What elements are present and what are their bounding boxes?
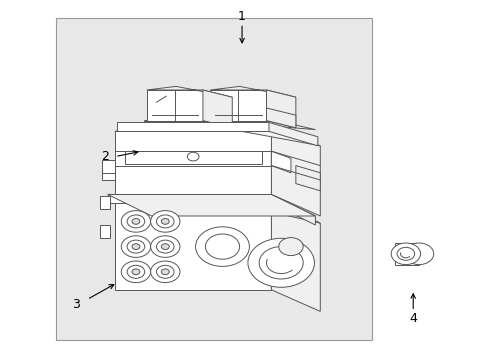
Circle shape — [127, 240, 144, 253]
Polygon shape — [115, 187, 320, 223]
Bar — [210, 90, 266, 121]
Text: 4: 4 — [408, 312, 416, 325]
Circle shape — [132, 219, 140, 224]
Circle shape — [150, 211, 180, 232]
Polygon shape — [271, 202, 320, 311]
Bar — [117, 122, 268, 131]
Bar — [56, 18, 371, 340]
Bar — [100, 225, 110, 238]
Circle shape — [161, 244, 169, 249]
Bar — [146, 90, 203, 121]
Circle shape — [390, 243, 420, 265]
Bar — [107, 194, 271, 203]
Polygon shape — [115, 117, 320, 146]
Circle shape — [121, 211, 150, 232]
Polygon shape — [268, 122, 317, 146]
Circle shape — [132, 269, 140, 275]
Circle shape — [127, 265, 144, 278]
Polygon shape — [271, 131, 320, 216]
Bar — [100, 196, 110, 209]
Polygon shape — [271, 151, 290, 173]
Circle shape — [205, 234, 239, 259]
Polygon shape — [144, 119, 315, 130]
Circle shape — [161, 219, 169, 224]
Text: 1: 1 — [238, 10, 245, 23]
Polygon shape — [107, 194, 315, 216]
Circle shape — [127, 215, 144, 228]
Polygon shape — [203, 90, 232, 128]
Bar — [102, 160, 115, 180]
Circle shape — [161, 269, 169, 275]
Polygon shape — [210, 86, 295, 97]
Circle shape — [156, 240, 174, 253]
Polygon shape — [266, 108, 295, 128]
Bar — [144, 121, 276, 131]
Circle shape — [404, 243, 433, 265]
Polygon shape — [146, 86, 232, 97]
Circle shape — [278, 238, 303, 256]
Text: 2: 2 — [101, 150, 109, 163]
Polygon shape — [295, 166, 320, 191]
Circle shape — [132, 244, 140, 249]
Bar — [115, 131, 271, 194]
Bar — [394, 243, 418, 265]
Circle shape — [247, 238, 314, 287]
Circle shape — [121, 261, 150, 283]
Circle shape — [396, 247, 414, 260]
Bar — [124, 151, 261, 164]
Circle shape — [121, 236, 150, 257]
Circle shape — [187, 152, 199, 161]
Circle shape — [156, 265, 174, 278]
Text: 3: 3 — [72, 298, 80, 311]
Circle shape — [195, 227, 249, 266]
Bar — [115, 202, 271, 290]
Circle shape — [150, 236, 180, 257]
Polygon shape — [271, 194, 315, 225]
Circle shape — [259, 247, 303, 279]
Polygon shape — [266, 90, 295, 128]
Circle shape — [156, 215, 174, 228]
Circle shape — [150, 261, 180, 283]
